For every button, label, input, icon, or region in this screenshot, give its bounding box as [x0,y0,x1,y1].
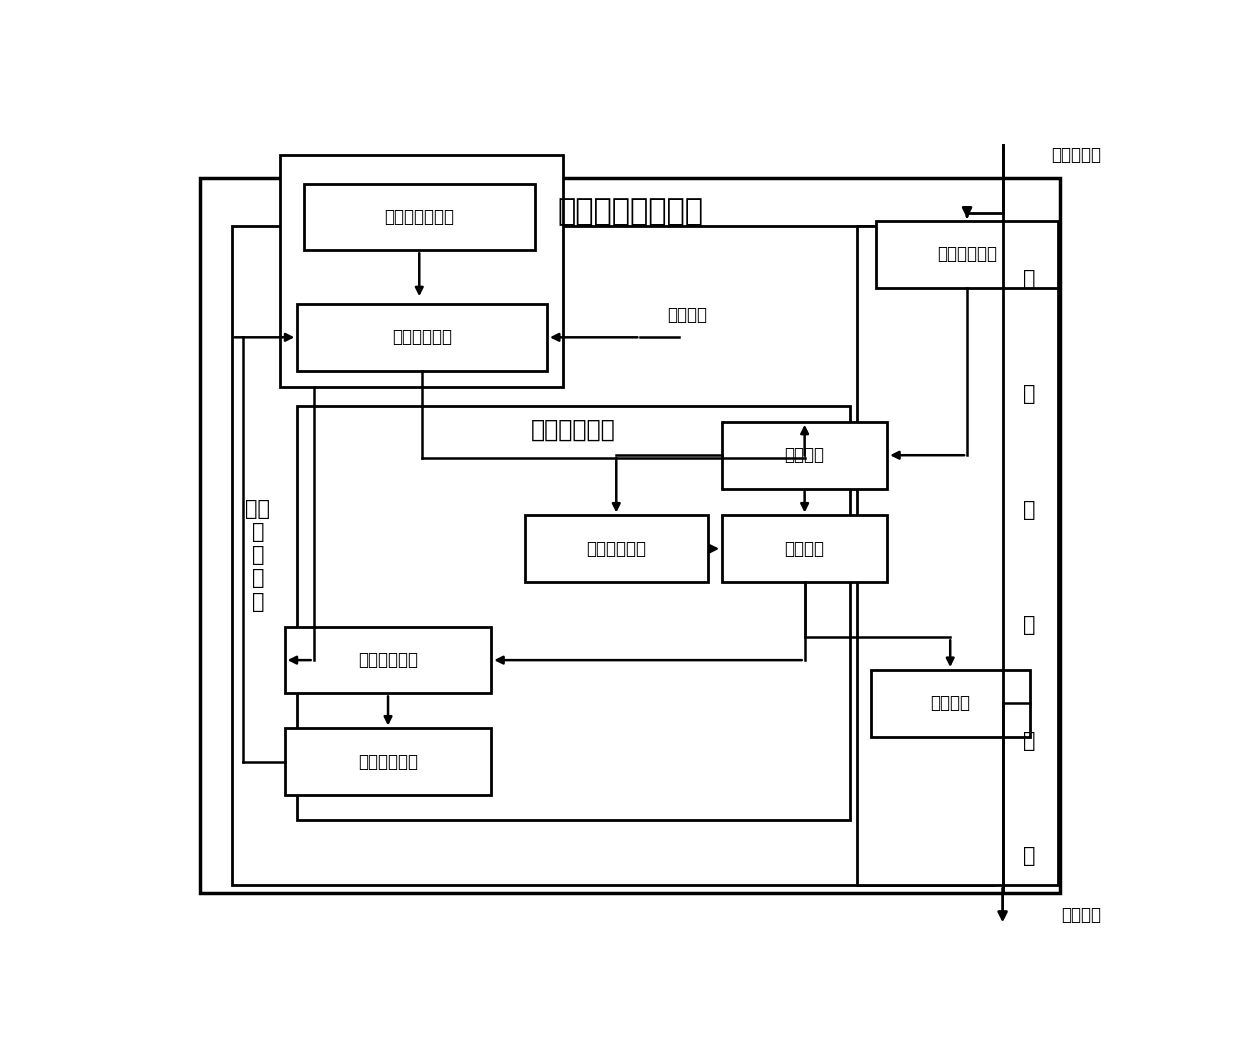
Bar [875,221,1058,287]
Text: 解码模块: 解码模块 [785,540,825,558]
Text: 输出模块: 输出模块 [930,694,970,712]
Text: 标注数据: 标注数据 [667,306,707,324]
Text: 像: 像 [1023,384,1035,404]
Text: 图: 图 [1023,269,1035,288]
Text: 待分割图像: 待分割图像 [1052,146,1101,165]
Text: 参数初始化模块: 参数初始化模块 [384,208,454,226]
Bar [200,178,1060,893]
Text: 编码模块: 编码模块 [785,447,825,465]
Bar [304,184,534,250]
Bar [722,422,888,489]
Text: 块: 块 [1023,846,1035,866]
Bar [285,729,491,795]
Text: 参数加载模块: 参数加载模块 [937,245,997,263]
Text: 核心网络模块: 核心网络模块 [531,418,616,442]
Text: 图像语义分割系统: 图像语义分割系统 [557,197,703,227]
Text: 数据增强模块: 数据增强模块 [392,328,453,346]
Bar [280,155,563,386]
Bar [857,226,1058,885]
Text: 模型
训
练
模
块: 模型 训 练 模 块 [246,498,270,611]
Bar [722,515,888,582]
Text: 模: 模 [1023,731,1035,751]
Text: 分割结果: 分割结果 [1061,906,1101,924]
Bar [298,304,547,371]
Text: 损失计算模块: 损失计算模块 [358,652,418,670]
Text: 参数更新模块: 参数更新模块 [358,753,418,771]
Bar [870,670,1029,737]
Bar [285,627,491,694]
Bar [232,226,993,885]
Text: 割: 割 [1023,616,1035,635]
Bar [525,515,708,582]
Text: 边界优化模块: 边界优化模块 [587,540,646,558]
Bar [298,406,849,821]
Text: 分: 分 [1023,499,1035,520]
